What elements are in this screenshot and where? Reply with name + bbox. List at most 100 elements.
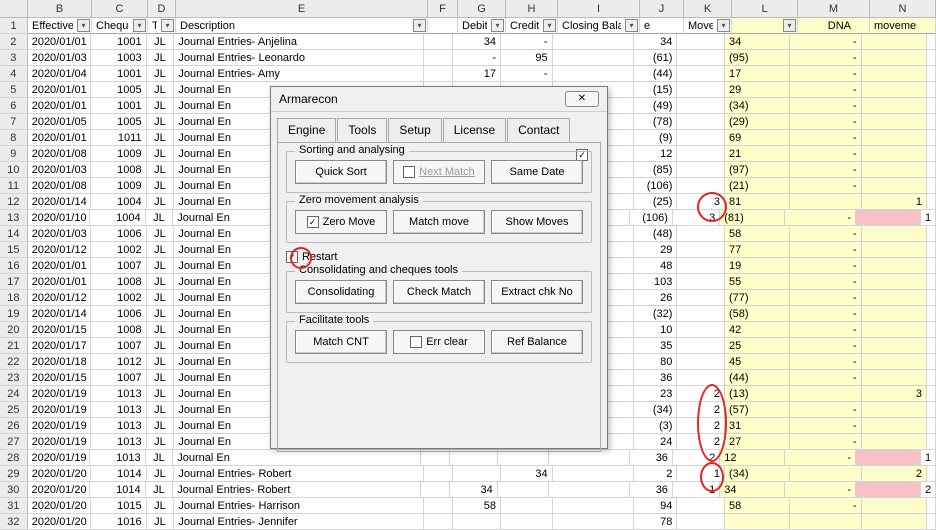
- cell[interactable]: [498, 450, 549, 466]
- cell[interactable]: 2020/01/19: [28, 386, 91, 402]
- cell[interactable]: JL: [146, 210, 174, 226]
- checkbox-icon[interactable]: [403, 166, 415, 178]
- cell[interactable]: [677, 34, 725, 50]
- cell[interactable]: -: [790, 290, 861, 306]
- dialog-close-button[interactable]: ✕: [565, 91, 599, 107]
- cell[interactable]: -: [790, 498, 861, 514]
- filter-dropdown-icon[interactable]: ▾: [625, 19, 638, 32]
- cell[interactable]: [927, 258, 936, 274]
- cell[interactable]: [677, 50, 725, 66]
- cell[interactable]: 34: [725, 34, 790, 50]
- filter-cell[interactable]: Effective D▾: [28, 18, 92, 34]
- cell[interactable]: 2: [677, 386, 725, 402]
- cell[interactable]: [677, 178, 725, 194]
- cell[interactable]: 48: [634, 258, 678, 274]
- cell[interactable]: [927, 146, 936, 162]
- cell[interactable]: 34: [453, 34, 501, 50]
- row-header[interactable]: 32: [0, 514, 28, 530]
- cell[interactable]: Journal Entries- Leonardo: [174, 50, 423, 66]
- cell[interactable]: [862, 290, 927, 306]
- filter-cell[interactable]: Closing Bala▾: [558, 18, 640, 34]
- cell[interactable]: Journal Entries- Jennifer: [174, 514, 423, 530]
- cell[interactable]: -: [790, 402, 861, 418]
- cell[interactable]: 2020/01/15: [28, 322, 91, 338]
- row-header[interactable]: 18: [0, 290, 28, 306]
- cell[interactable]: JL: [147, 514, 175, 530]
- filter-cell[interactable]: [428, 18, 458, 34]
- cell[interactable]: [927, 242, 936, 258]
- column-header[interactable]: K: [684, 0, 732, 17]
- cell[interactable]: (21): [725, 178, 790, 194]
- cell[interactable]: JL: [147, 146, 175, 162]
- cell[interactable]: 2020/01/10: [28, 210, 91, 226]
- cell[interactable]: 2020/01/20: [28, 482, 91, 498]
- checkbox-icon[interactable]: [410, 336, 422, 348]
- cell[interactable]: -: [790, 306, 861, 322]
- cell[interactable]: [677, 258, 725, 274]
- cell[interactable]: [549, 450, 630, 466]
- filter-dropdown-icon[interactable]: ▾: [77, 19, 90, 32]
- cell[interactable]: 69: [725, 130, 790, 146]
- cell[interactable]: [549, 482, 630, 498]
- cell[interactable]: [677, 146, 725, 162]
- row-header[interactable]: 20: [0, 322, 28, 338]
- cell[interactable]: [862, 354, 927, 370]
- row-header[interactable]: 7: [0, 114, 28, 130]
- cell[interactable]: (57): [725, 402, 790, 418]
- cell[interactable]: 36: [630, 450, 673, 466]
- cell[interactable]: 2020/01/17: [28, 338, 91, 354]
- row-header[interactable]: 19: [0, 306, 28, 322]
- row-header[interactable]: 17: [0, 274, 28, 290]
- row-header[interactable]: 10: [0, 162, 28, 178]
- cell[interactable]: 2: [921, 482, 936, 498]
- cell[interactable]: 1004: [91, 194, 146, 210]
- cell[interactable]: 2020/01/03: [28, 226, 91, 242]
- cell[interactable]: JL: [147, 194, 175, 210]
- cell[interactable]: [677, 322, 725, 338]
- cell[interactable]: [927, 226, 936, 242]
- cell[interactable]: -: [790, 50, 861, 66]
- cell[interactable]: [862, 418, 927, 434]
- cell[interactable]: JL: [147, 306, 175, 322]
- cell[interactable]: [677, 290, 725, 306]
- cell[interactable]: 2020/01/08: [28, 178, 91, 194]
- cell[interactable]: -: [790, 370, 861, 386]
- row-header[interactable]: 8: [0, 130, 28, 146]
- cell[interactable]: (34): [634, 402, 678, 418]
- next-match-button[interactable]: Next Match: [393, 160, 485, 184]
- cell[interactable]: (97): [725, 162, 790, 178]
- cell[interactable]: 1013: [91, 386, 146, 402]
- cell[interactable]: [927, 386, 936, 402]
- cell[interactable]: 2020/01/19: [28, 402, 91, 418]
- cell[interactable]: [856, 482, 921, 498]
- cell[interactable]: 23: [634, 386, 678, 402]
- cell[interactable]: [424, 66, 454, 82]
- cell[interactable]: 2: [677, 418, 725, 434]
- cell[interactable]: -: [790, 162, 861, 178]
- cell[interactable]: JL: [147, 418, 175, 434]
- row-header[interactable]: 14: [0, 226, 28, 242]
- cell[interactable]: 95: [501, 50, 553, 66]
- cell[interactable]: 1008: [91, 162, 146, 178]
- cell[interactable]: 1009: [91, 146, 146, 162]
- cell[interactable]: 58: [725, 226, 790, 242]
- tab-license[interactable]: License: [443, 118, 506, 142]
- cell[interactable]: 1004: [90, 210, 145, 226]
- cell[interactable]: 19: [725, 258, 790, 274]
- cell[interactable]: JL: [147, 402, 175, 418]
- cell[interactable]: 1005: [91, 114, 146, 130]
- cell[interactable]: 3: [677, 194, 725, 210]
- filter-dropdown-icon[interactable]: ▾: [543, 19, 556, 32]
- cell[interactable]: Journal Entries- Harrison: [174, 498, 423, 514]
- cell[interactable]: [927, 338, 936, 354]
- cell[interactable]: 1013: [91, 418, 146, 434]
- cell[interactable]: Journal Entries- Robert: [173, 482, 421, 498]
- cell[interactable]: 2: [677, 434, 725, 450]
- cell[interactable]: 2020/01/01: [28, 130, 91, 146]
- extract-chk-no-button[interactable]: Extract chk No: [491, 280, 583, 304]
- cell[interactable]: 2020/01/19: [28, 450, 91, 466]
- cell[interactable]: [862, 306, 927, 322]
- cell[interactable]: JL: [147, 466, 175, 482]
- cell[interactable]: -: [790, 178, 861, 194]
- cell[interactable]: -: [790, 98, 861, 114]
